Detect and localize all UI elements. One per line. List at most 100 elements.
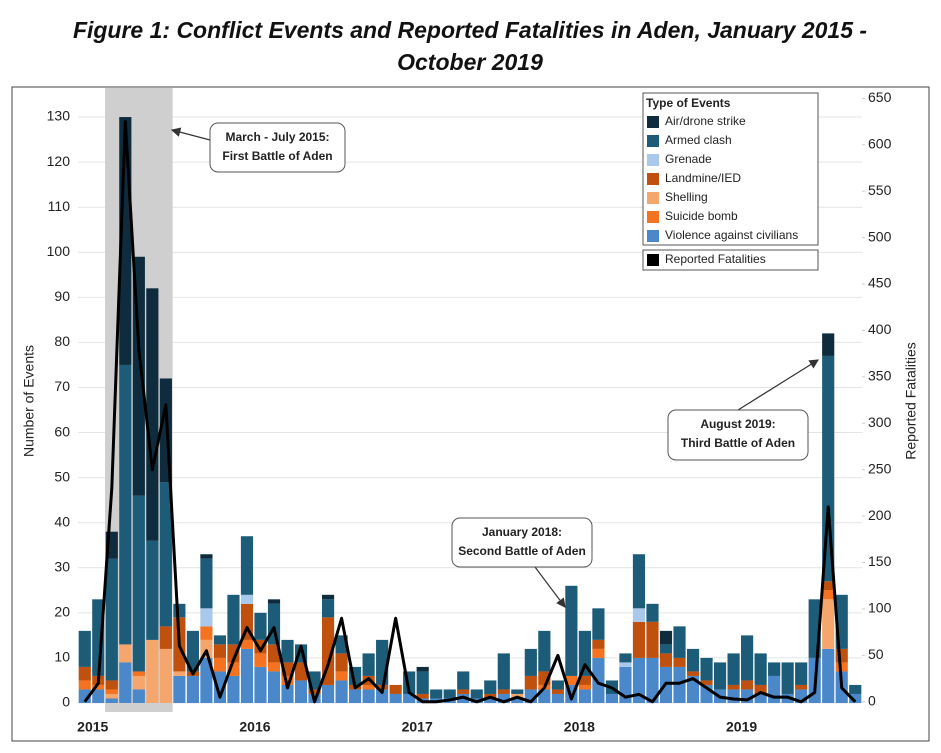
bar-segment	[213, 657, 227, 672]
fatality-line	[83, 120, 857, 704]
bar-segment	[686, 648, 700, 672]
bar-segment	[105, 558, 118, 681]
y-tick-label: 30	[54, 558, 70, 574]
bar-segment	[727, 684, 740, 690]
bar-segment	[254, 666, 267, 703]
bar-segment	[578, 689, 591, 703]
legend-label: Armed clash	[665, 133, 732, 147]
bar-segment	[565, 675, 578, 685]
bar-segment	[159, 626, 172, 649]
bar-segment	[416, 666, 429, 672]
bar-segment	[186, 675, 199, 703]
bar-segment	[389, 684, 402, 694]
overlay: March - July 2015: First Battle of Aden Au…	[83, 92, 857, 704]
bar-segment	[795, 684, 808, 690]
annotation-box	[667, 409, 809, 461]
annotation-arrow	[170, 127, 211, 141]
bar-segment	[403, 693, 416, 703]
bar-segment	[240, 536, 254, 595]
bar-segment	[619, 662, 632, 667]
y-tick-label: 110	[48, 198, 71, 214]
bar-segment	[686, 671, 700, 676]
bar-segment	[457, 671, 470, 690]
bar-segment	[335, 653, 348, 672]
bar-segment	[213, 644, 227, 658]
y-tick-label: 0	[62, 694, 70, 710]
y-tick-label: 40	[54, 513, 70, 529]
bar-segment	[578, 630, 591, 676]
bar-segment	[119, 644, 132, 663]
bar-segment	[632, 657, 646, 703]
bar-segment	[159, 648, 172, 703]
bar-segment	[321, 617, 335, 685]
y2-tick-label: 200	[868, 507, 892, 523]
x-tick-label: 2018	[564, 719, 595, 735]
bar-segment	[321, 599, 335, 618]
bar-segment	[497, 653, 510, 690]
legend-swatch	[647, 116, 659, 128]
bar-segment	[78, 666, 91, 681]
bar-segment	[132, 675, 145, 690]
bar-segment	[146, 540, 159, 640]
y2-tick-label: 600	[868, 135, 892, 151]
y-tick-label: 60	[54, 423, 70, 439]
bar-segment	[822, 333, 835, 356]
bar-segment	[362, 684, 375, 690]
bar-segment	[524, 648, 537, 676]
bar-segment	[362, 653, 375, 676]
bar-segment	[335, 671, 348, 681]
annotation-text: January 2018:	[482, 525, 562, 539]
y2-tick-label: 0	[868, 692, 876, 708]
bar-segment	[240, 648, 254, 703]
bar-segment	[200, 558, 213, 609]
y2-tick-label: 150	[868, 553, 892, 569]
bar-segment	[632, 621, 646, 658]
legend-label: Grenade	[665, 152, 712, 166]
bar-segment	[186, 630, 199, 672]
bar-segment	[781, 662, 794, 694]
bar-segment	[646, 603, 659, 622]
bar-segment	[592, 608, 605, 640]
chart-frame	[11, 86, 930, 742]
bar-segment	[835, 662, 848, 672]
bar-segment	[430, 689, 443, 699]
bar-segment	[822, 648, 835, 703]
bar-segment	[849, 693, 862, 703]
bar-segment	[200, 554, 213, 559]
bar-segment	[822, 355, 835, 582]
bar-segment	[484, 698, 497, 703]
bar-segment	[254, 612, 267, 640]
bar-segment	[267, 644, 281, 663]
bar-segment	[240, 639, 254, 649]
bar-segment	[335, 680, 348, 703]
legend-swatch	[647, 173, 659, 185]
bar-segment	[673, 626, 686, 658]
bar-segment	[822, 590, 835, 600]
bar-segment	[686, 675, 700, 703]
bar-segment	[416, 693, 429, 699]
annotation-text: Second Battle of Aden	[458, 544, 586, 558]
bar-segment	[551, 693, 564, 703]
bar-segment	[524, 675, 537, 690]
bar-segment	[795, 662, 808, 685]
y-tick-label: 120	[47, 153, 71, 169]
bar-segment	[754, 693, 767, 703]
bar-segment	[173, 675, 186, 703]
y-tick-label: 90	[54, 288, 70, 304]
bar-segment	[497, 689, 510, 694]
bar-segment	[240, 594, 254, 604]
x-tick-label: 2016	[239, 719, 270, 735]
legend-label: Suicide bomb	[665, 209, 738, 223]
bar-segment	[822, 581, 835, 591]
x-tick-label: 2015	[77, 719, 108, 735]
bar-segment	[78, 680, 91, 690]
y-tick-label: 10	[54, 649, 70, 665]
legend-swatch	[647, 230, 659, 242]
bar-segment	[619, 653, 632, 663]
bar-segment	[105, 680, 118, 690]
bar-segment	[484, 680, 497, 694]
y2-tick-label: 350	[868, 368, 892, 384]
y-tick-label: 50	[54, 468, 70, 484]
bar-segment	[551, 689, 564, 694]
